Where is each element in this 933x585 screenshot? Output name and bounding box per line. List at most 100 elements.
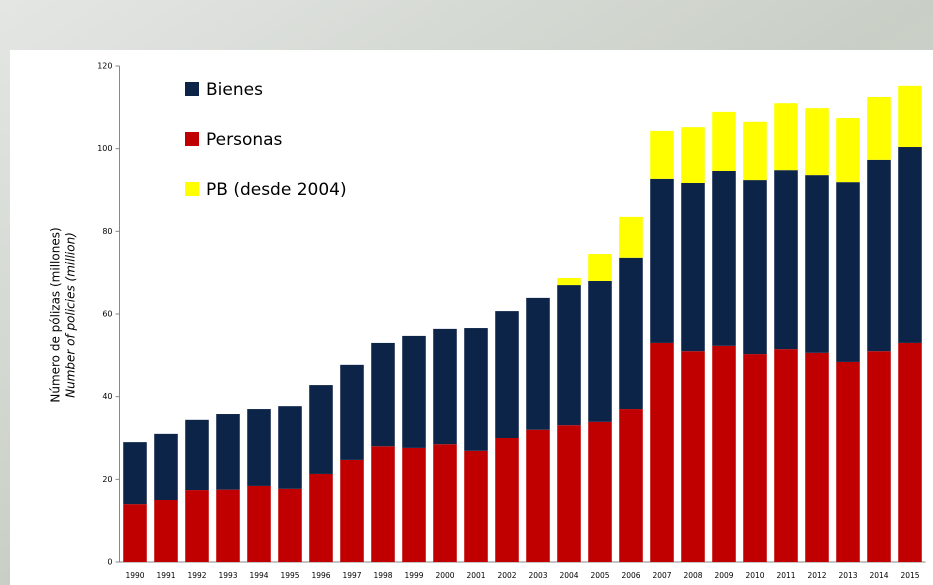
bar-segment bbox=[650, 342, 674, 562]
bar-segment bbox=[805, 352, 829, 562]
x-tick-label: 2014 bbox=[869, 571, 888, 580]
bar-segment bbox=[743, 121, 767, 181]
bar-segment bbox=[340, 459, 364, 562]
x-tick-label: 2005 bbox=[590, 571, 609, 580]
bar-segment bbox=[712, 170, 736, 346]
bar-segment bbox=[154, 433, 178, 500]
x-tick-label: 1990 bbox=[125, 571, 144, 580]
x-tick-label: 2008 bbox=[683, 571, 702, 580]
x-tick-label: 1992 bbox=[187, 571, 206, 580]
x-tick-label: 2015 bbox=[900, 571, 919, 580]
bar-segment bbox=[402, 447, 426, 562]
bar-segment bbox=[526, 429, 550, 562]
bar-segment bbox=[557, 285, 581, 426]
bar-segment bbox=[185, 419, 209, 491]
bar-segment bbox=[619, 257, 643, 410]
x-tick-label: 2012 bbox=[807, 571, 826, 580]
y-tick-label: 0 bbox=[107, 558, 112, 567]
bar-segment bbox=[371, 446, 395, 562]
y-axis-title: Número de pólizas (millones) Number of p… bbox=[49, 227, 78, 402]
bar-segment bbox=[774, 170, 798, 350]
bar-segment bbox=[495, 438, 519, 562]
y-tick-label: 20 bbox=[102, 475, 112, 484]
bar-segment bbox=[526, 297, 550, 430]
bar-segment bbox=[247, 409, 271, 486]
x-tick-label: 2013 bbox=[838, 571, 857, 580]
bar-segment bbox=[309, 385, 333, 474]
bar-segment bbox=[278, 488, 302, 562]
y-tick-label: 40 bbox=[102, 392, 112, 401]
x-tick-label: 2010 bbox=[745, 571, 764, 580]
bar-segment bbox=[836, 361, 860, 562]
bar-segment bbox=[464, 450, 488, 562]
bar-segment bbox=[650, 178, 674, 343]
x-tick-label: 2006 bbox=[621, 571, 640, 580]
bar-segment bbox=[123, 504, 147, 562]
bar-segment bbox=[619, 216, 643, 258]
legend-swatch bbox=[185, 132, 199, 146]
bar-segment bbox=[402, 335, 426, 448]
bar-segment bbox=[557, 278, 581, 286]
bar-segment bbox=[278, 406, 302, 489]
bar-segment bbox=[557, 425, 581, 562]
y-tick-label: 80 bbox=[102, 227, 112, 236]
bar-segment bbox=[743, 354, 767, 562]
x-tick-label: 2001 bbox=[466, 571, 485, 580]
bar-segment bbox=[216, 489, 240, 562]
x-tick-label: 2009 bbox=[714, 571, 733, 580]
bar-segment bbox=[712, 345, 736, 562]
bar-segment bbox=[867, 97, 891, 160]
x-tick-label: 2007 bbox=[652, 571, 671, 580]
bar-segment bbox=[774, 103, 798, 171]
legend-label: Personas bbox=[206, 130, 283, 150]
y-tick-label: 120 bbox=[97, 62, 112, 71]
x-tick-label: 2004 bbox=[559, 571, 578, 580]
bar-segment bbox=[898, 147, 922, 343]
bar-segment bbox=[681, 182, 705, 352]
bar-segment bbox=[216, 414, 240, 490]
bar-segment bbox=[805, 108, 829, 176]
x-tick-label: 2011 bbox=[776, 571, 795, 580]
bar-segment bbox=[712, 111, 736, 171]
x-tick-label: 1997 bbox=[342, 571, 361, 580]
x-tick-label: 2003 bbox=[528, 571, 547, 580]
bar-segment bbox=[433, 444, 457, 562]
bar-segment bbox=[867, 159, 891, 352]
bar-segment bbox=[743, 180, 767, 355]
bar-segment bbox=[247, 485, 271, 562]
bar-segment bbox=[805, 175, 829, 353]
bar-segment bbox=[836, 118, 860, 183]
legend-swatch bbox=[185, 182, 199, 196]
bar-segment bbox=[619, 409, 643, 562]
legend-label: Bienes bbox=[206, 80, 263, 100]
bar-segment bbox=[433, 328, 457, 445]
x-tick-label: 2002 bbox=[497, 571, 516, 580]
y-label-en: Number of policies (million) bbox=[64, 232, 78, 398]
bar-segment bbox=[185, 490, 209, 562]
bar-segment bbox=[588, 280, 612, 422]
bar-segment bbox=[154, 500, 178, 562]
bar-segment bbox=[340, 364, 364, 460]
bar-segment bbox=[464, 328, 488, 451]
bar-segment bbox=[495, 311, 519, 438]
bar-segment bbox=[371, 342, 395, 447]
bar-segment bbox=[123, 442, 147, 505]
x-tick-label: 2000 bbox=[435, 571, 454, 580]
bar-segment bbox=[588, 421, 612, 562]
bar-segment bbox=[774, 349, 798, 562]
x-tick-label: 1995 bbox=[280, 571, 299, 580]
y-tick-label: 60 bbox=[102, 310, 112, 319]
legend-label: PB (desde 2004) bbox=[206, 180, 347, 200]
y-label: Número de pólizas (millones) bbox=[49, 227, 63, 402]
x-tick-label: 1991 bbox=[156, 571, 175, 580]
x-tick-label: 1996 bbox=[311, 571, 330, 580]
y-tick-label: 100 bbox=[97, 144, 112, 153]
x-tick-label: 1993 bbox=[218, 571, 237, 580]
bar-segment bbox=[898, 342, 922, 562]
legend-swatch bbox=[185, 82, 199, 96]
bar-segment bbox=[588, 254, 612, 281]
bar-segment bbox=[309, 473, 333, 562]
x-tick-label: 1994 bbox=[249, 571, 268, 580]
x-tick-label: 1999 bbox=[404, 571, 423, 580]
